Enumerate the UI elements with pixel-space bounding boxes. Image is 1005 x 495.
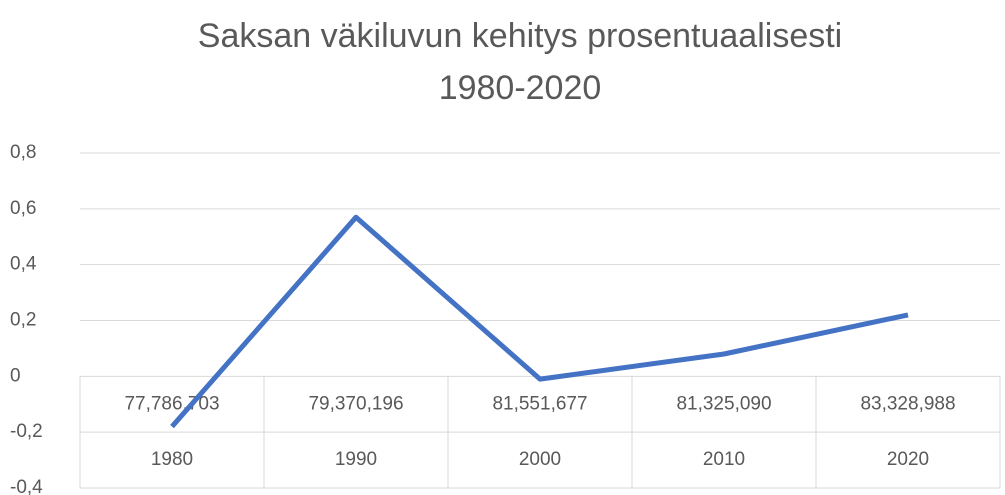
- x-tick-label: 2010: [703, 449, 745, 470]
- y-tick-label: 0: [10, 365, 21, 386]
- y-tick-label: 0,6: [10, 198, 36, 219]
- x-tick-label: 1990: [335, 449, 377, 470]
- chart-title: 1980-2020: [439, 69, 602, 107]
- y-tick-label: -0,2: [10, 421, 43, 442]
- table-cell: 83,328,988: [860, 393, 955, 414]
- x-tick-label: 2000: [519, 449, 561, 470]
- y-tick-label: -0,4: [10, 477, 43, 495]
- y-tick-label: 0,8: [10, 142, 36, 163]
- x-tick-label: 2020: [887, 449, 929, 470]
- table-cell: 81,551,677: [492, 393, 587, 414]
- table-cell: 77,786,703: [124, 393, 219, 414]
- line: [170, 214, 909, 429]
- chart-title: Saksan väkiluvun kehitys prosentuaalises…: [198, 17, 842, 55]
- table-cell: 79,370,196: [308, 393, 403, 414]
- table-cell: 81,325,090: [676, 393, 771, 414]
- y-tick-label: 0,2: [10, 310, 36, 331]
- x-tick-label: 1980: [151, 449, 193, 470]
- y-tick-label: 0,4: [10, 254, 37, 275]
